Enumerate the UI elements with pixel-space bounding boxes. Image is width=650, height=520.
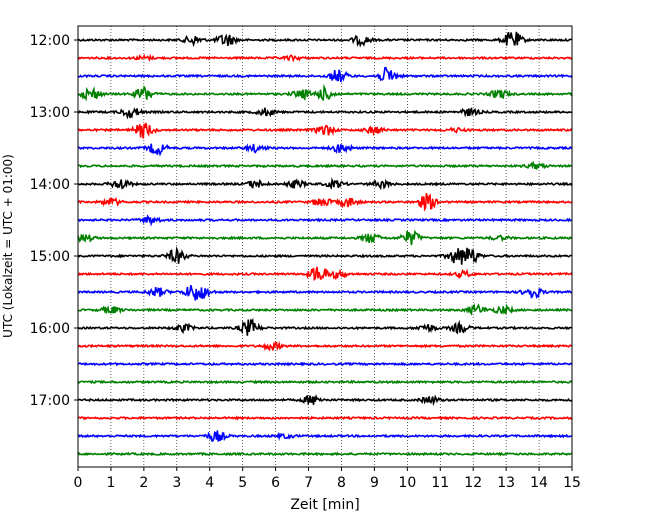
x-tick-label-0: 0 <box>74 475 83 491</box>
x-tick-label-8: 8 <box>337 475 346 491</box>
trace-1545 <box>77 302 573 316</box>
trace-1245 <box>77 83 573 102</box>
y-tick-label-4: 16:00 <box>30 321 70 337</box>
x-axis-label: Zeit [min] <box>290 497 359 513</box>
trace-1715 <box>77 415 573 421</box>
y-tick-label-1: 13:00 <box>30 105 70 121</box>
x-tick-label-15: 15 <box>563 475 581 491</box>
trace-1300 <box>77 107 573 120</box>
trace-1415 <box>77 192 573 212</box>
trace-1700 <box>77 393 573 407</box>
x-tick-label-5: 5 <box>238 475 247 491</box>
x-tick-label-9: 9 <box>370 475 379 491</box>
trace-1645 <box>77 379 573 385</box>
y-axis-label: UTC (Lokalzeit = UTC + 01:00) <box>1 154 15 338</box>
x-tick-label-12: 12 <box>464 475 482 491</box>
trace-1600 <box>77 317 573 336</box>
trace-1215 <box>77 53 573 63</box>
x-tick-label-3: 3 <box>172 475 181 491</box>
trace-1630 <box>77 361 573 367</box>
trace-1200 <box>77 31 573 48</box>
y-axis-ticks: 12:00 13:00 14:00 15:00 16:00 17:00 <box>30 33 78 409</box>
x-tick-label-1: 1 <box>106 475 115 491</box>
trace-1445 <box>77 229 573 246</box>
x-tick-label-10: 10 <box>398 475 416 491</box>
plot-background <box>78 26 572 467</box>
trace-1730 <box>77 430 573 443</box>
y-tick-label-2: 14:00 <box>30 177 70 193</box>
traces <box>77 31 573 457</box>
trace-1400 <box>77 177 573 191</box>
trace-1330 <box>77 143 573 157</box>
y-tick-label-0: 12:00 <box>30 33 70 49</box>
trace-1500 <box>77 246 573 265</box>
x-tick-label-6: 6 <box>271 475 280 491</box>
x-tick-label-4: 4 <box>205 475 214 491</box>
y-tick-label-5: 17:00 <box>30 393 70 409</box>
trace-1315 <box>77 122 573 139</box>
trace-1345 <box>77 160 573 170</box>
trace-1515 <box>77 266 573 282</box>
x-tick-label-2: 2 <box>139 475 148 491</box>
x-tick-label-7: 7 <box>304 475 313 491</box>
x-tick-label-13: 13 <box>497 475 515 491</box>
x-tick-label-14: 14 <box>530 475 548 491</box>
trace-1430 <box>77 214 573 227</box>
x-axis-ticks: 0 1 2 3 4 5 6 7 8 9 10 11 12 13 14 15 <box>74 467 581 491</box>
trace-1230 <box>77 66 573 83</box>
plot-frame <box>77 25 573 468</box>
trace-1530 <box>77 285 573 301</box>
y-tick-label-3: 15:00 <box>30 249 70 265</box>
trace-1745 <box>77 451 573 457</box>
trace-1615 <box>77 340 573 352</box>
x-tick-label-11: 11 <box>431 475 449 491</box>
